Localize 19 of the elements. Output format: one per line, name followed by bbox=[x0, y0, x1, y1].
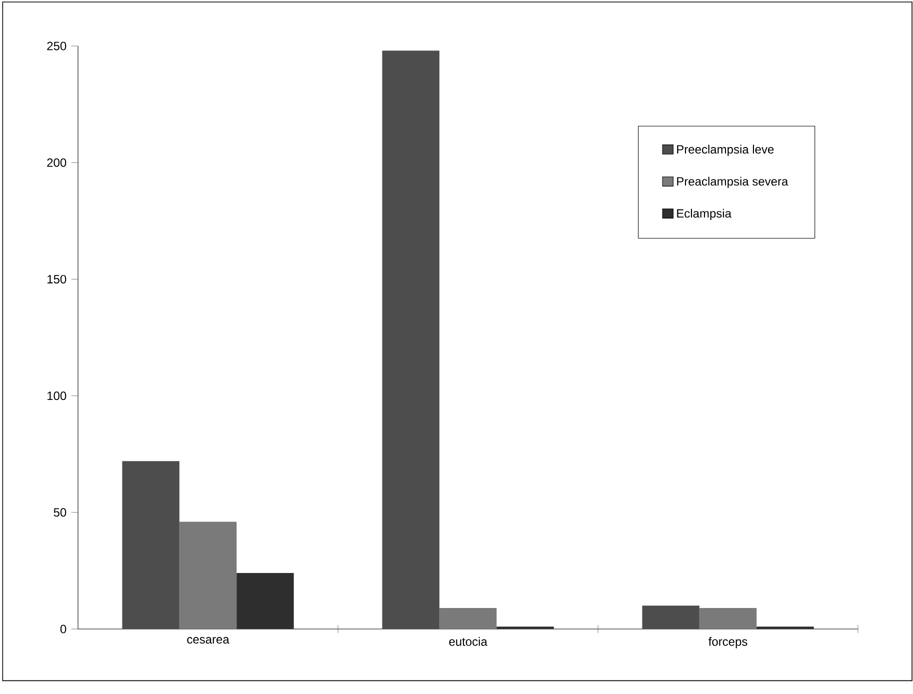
bar bbox=[382, 50, 440, 629]
bar bbox=[179, 522, 237, 629]
x-tick-label: cesarea bbox=[187, 637, 230, 644]
bar bbox=[236, 573, 294, 629]
y-tick-label: 200 bbox=[47, 158, 66, 167]
bar bbox=[642, 606, 700, 629]
y-tick-label: 50 bbox=[54, 508, 66, 517]
legend-label: Eclampsia bbox=[677, 208, 732, 220]
bar bbox=[122, 461, 180, 629]
bar bbox=[699, 608, 757, 629]
y-tick-label: 0 bbox=[60, 624, 66, 634]
y-tick-label: 150 bbox=[48, 274, 66, 284]
y-tick-label: 100 bbox=[48, 392, 66, 400]
x-tick-label: forceps bbox=[708, 637, 748, 648]
bar bbox=[439, 608, 497, 629]
legend-label: Preaclampsia severa bbox=[677, 176, 788, 188]
y-tick-label: 250 bbox=[47, 42, 66, 50]
x-tick-label: eutocia bbox=[449, 637, 488, 646]
legend-label: Preeclampsia leve bbox=[677, 144, 774, 156]
